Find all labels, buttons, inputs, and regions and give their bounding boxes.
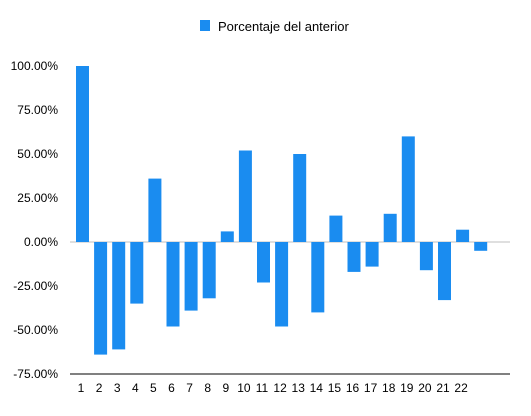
x-tick-label: 18 xyxy=(382,381,396,395)
bar xyxy=(257,242,270,283)
y-tick-label: 100.00% xyxy=(11,59,59,73)
y-tick-label: 75.00% xyxy=(17,103,58,117)
y-tick-label: -75.00% xyxy=(13,367,58,381)
x-tick-label: 10 xyxy=(237,381,251,395)
legend-label: Porcentaje del anterior xyxy=(218,19,349,34)
x-tick-label: 21 xyxy=(436,381,450,395)
bar xyxy=(130,242,144,304)
y-axis: 100.00% 75.00% 50.00% 25.00% 0.00% -25.00% -50… xyxy=(11,59,59,381)
y-tick-label: -25.00% xyxy=(13,279,58,293)
x-tick-label: 14 xyxy=(310,381,324,395)
x-tick-label: 20 xyxy=(418,381,432,395)
x-tick-label: 22 xyxy=(454,381,468,395)
bar xyxy=(148,178,162,242)
bar xyxy=(202,242,216,299)
bar xyxy=(401,136,415,242)
y-tick-label: 50.00% xyxy=(17,147,58,161)
bars xyxy=(70,66,510,355)
bar xyxy=(76,66,89,242)
x-tick-label: 3 xyxy=(114,381,121,395)
y-tick-label: 0.00% xyxy=(24,235,58,249)
x-tick-label: 9 xyxy=(222,381,229,395)
x-tick-label: 5 xyxy=(150,381,157,395)
bar xyxy=(438,242,451,301)
x-tick-label: 2 xyxy=(96,381,103,395)
bar xyxy=(166,242,180,327)
y-tick-label: -50.00% xyxy=(13,323,58,337)
x-axis: 1 2 3 4 5 6 7 8 9 10 11 12 13 14 15 16 17 18 19 20 21 22 xyxy=(70,373,510,395)
x-tick-label: 8 xyxy=(204,381,211,395)
bar xyxy=(329,215,343,242)
bar xyxy=(293,154,307,242)
bar xyxy=(238,150,252,242)
legend-swatch xyxy=(200,20,210,31)
x-tick-label: 13 xyxy=(292,381,306,395)
x-tick-label: 15 xyxy=(328,381,342,395)
x-tick-label: 4 xyxy=(132,381,139,395)
bar xyxy=(347,242,361,272)
y-tick-label: 25.00% xyxy=(17,191,58,205)
bar xyxy=(220,231,234,242)
bar xyxy=(419,242,433,271)
x-tick-label: 17 xyxy=(364,381,378,395)
bar xyxy=(474,242,488,251)
legend: Porcentaje del anterior xyxy=(200,19,349,34)
x-tick-label: 12 xyxy=(273,381,287,395)
x-tick-label: 16 xyxy=(346,381,360,395)
x-tick-label: 7 xyxy=(186,381,193,395)
x-tick-label: 6 xyxy=(168,381,175,395)
bar xyxy=(311,242,325,313)
bar xyxy=(365,242,379,267)
bar xyxy=(94,242,108,355)
x-tick-label: 1 xyxy=(78,381,85,395)
bar xyxy=(184,242,198,311)
bar xyxy=(383,213,397,242)
x-tick-label: 11 xyxy=(256,381,269,395)
x-tick-label: 19 xyxy=(400,381,414,395)
bar xyxy=(456,229,470,242)
bar xyxy=(112,242,126,350)
bar xyxy=(275,242,289,327)
